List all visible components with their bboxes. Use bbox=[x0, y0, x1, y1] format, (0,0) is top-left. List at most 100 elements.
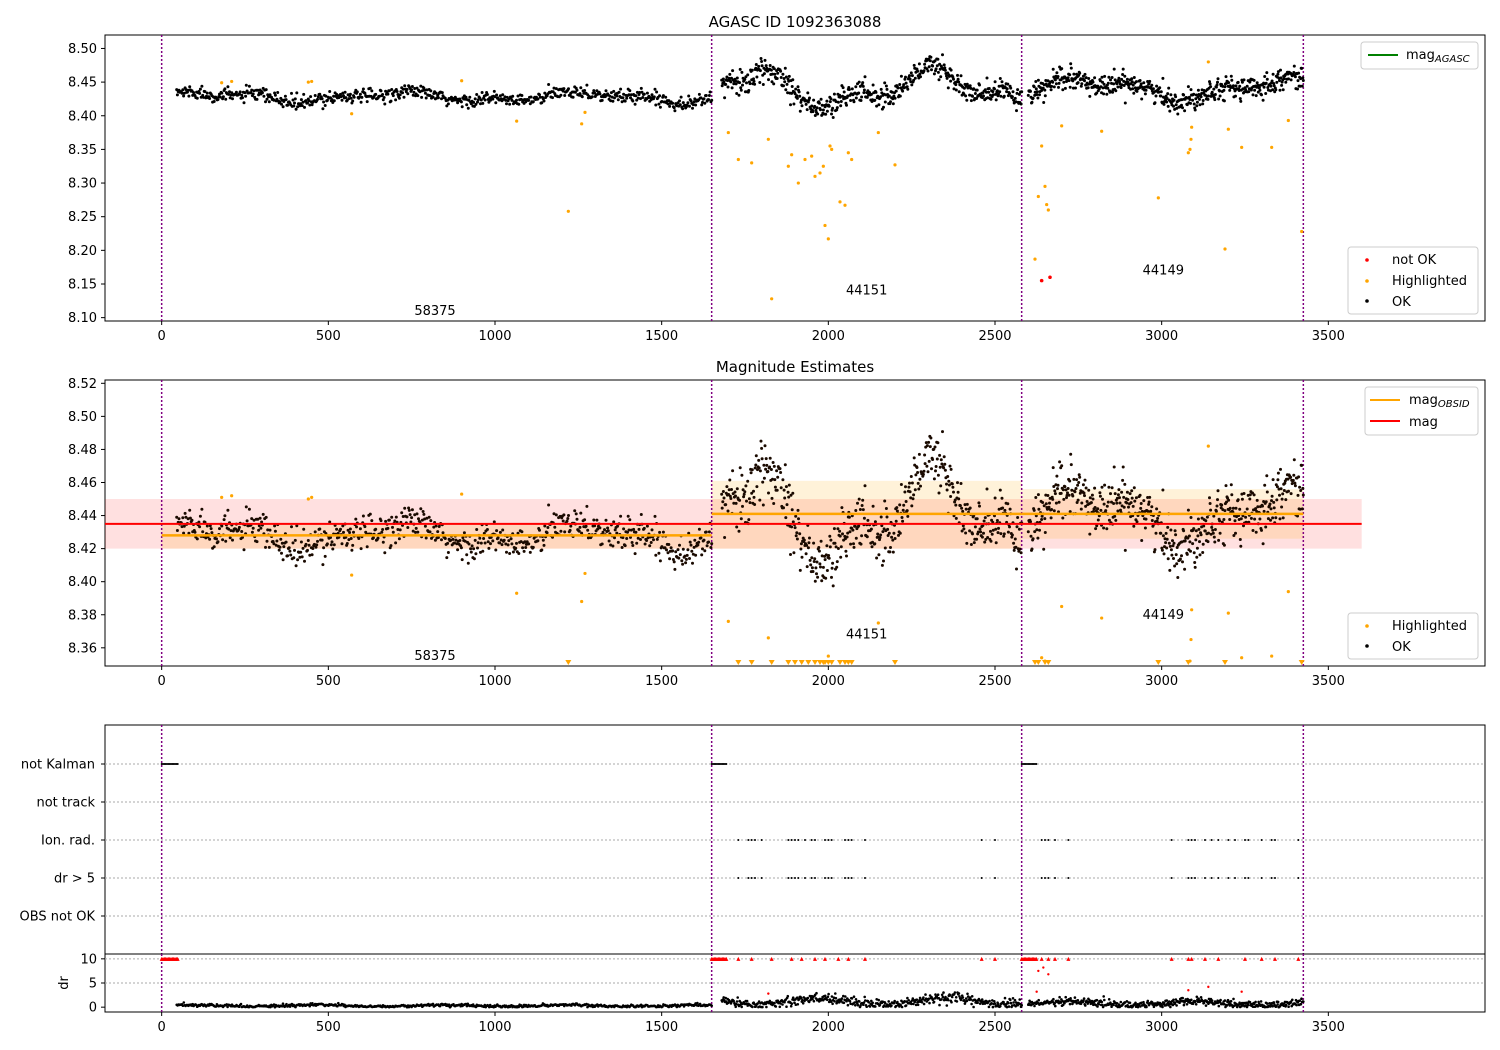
ok-point bbox=[184, 515, 188, 519]
ok-point bbox=[312, 542, 316, 546]
ok-point bbox=[1056, 487, 1059, 491]
ok-point bbox=[969, 99, 973, 103]
ok-point bbox=[1076, 81, 1080, 85]
ok-point bbox=[1301, 486, 1305, 490]
ok-point bbox=[583, 518, 587, 522]
ok-point bbox=[1162, 102, 1166, 106]
ok-point bbox=[1037, 507, 1041, 511]
ok-point bbox=[520, 530, 524, 534]
ok-point bbox=[475, 93, 479, 96]
ok-point bbox=[657, 102, 661, 106]
ok-point bbox=[1144, 88, 1148, 92]
ok-point bbox=[1035, 93, 1039, 97]
highlighted-point bbox=[460, 79, 464, 83]
ok-point bbox=[968, 506, 972, 510]
ok-point bbox=[923, 62, 927, 66]
legend-highlighted-label: Highlighted bbox=[1392, 619, 1467, 634]
ok-point bbox=[1096, 507, 1100, 511]
ok-point bbox=[645, 524, 649, 528]
ok-point bbox=[758, 81, 762, 84]
ok-point bbox=[821, 565, 825, 569]
ok-point bbox=[466, 106, 470, 110]
ok-point bbox=[1115, 501, 1119, 505]
ok-point bbox=[485, 528, 489, 531]
ok-point bbox=[1147, 500, 1151, 504]
ok-point bbox=[942, 455, 946, 459]
ok-point bbox=[620, 100, 624, 104]
ok-point bbox=[412, 90, 416, 94]
ok-point bbox=[1165, 97, 1169, 100]
ok-point bbox=[1238, 97, 1242, 101]
ok-point bbox=[758, 469, 762, 473]
ok-point bbox=[1161, 488, 1165, 492]
dr-gt-5-point bbox=[790, 877, 793, 879]
highlighted-point bbox=[1240, 656, 1244, 660]
ok-point bbox=[639, 97, 642, 101]
ok-point bbox=[428, 94, 432, 97]
ok-point bbox=[782, 84, 785, 88]
magnitude-y-axis: 8.368.388.408.428.448.468.488.508.52 bbox=[68, 377, 105, 656]
ok-point bbox=[678, 103, 682, 107]
ok-point bbox=[759, 439, 763, 443]
dr-point bbox=[842, 1001, 846, 1005]
ok-point bbox=[699, 536, 703, 540]
highlighted-point bbox=[1190, 125, 1194, 129]
ok-point bbox=[875, 556, 879, 560]
ok-point bbox=[1151, 87, 1155, 91]
ok-point bbox=[282, 545, 286, 549]
ok-point bbox=[1169, 528, 1173, 532]
dr-point bbox=[945, 1004, 949, 1007]
ok-point bbox=[1189, 516, 1193, 519]
ion-rad-point bbox=[847, 839, 850, 841]
ok-point bbox=[578, 92, 582, 96]
ok-point bbox=[1194, 97, 1198, 101]
ok-point bbox=[1255, 498, 1259, 502]
ok-point bbox=[707, 94, 711, 97]
dr-point bbox=[765, 1005, 768, 1009]
ok-point bbox=[436, 93, 440, 97]
highlighted-point bbox=[736, 157, 740, 162]
x-tick-label: 1500 bbox=[645, 329, 678, 344]
ok-point bbox=[1278, 88, 1282, 92]
ok-point bbox=[851, 528, 855, 532]
dr-gt-5-point bbox=[1270, 877, 1273, 879]
ok-point bbox=[857, 497, 861, 501]
ok-point bbox=[1148, 495, 1152, 499]
ok-point bbox=[220, 524, 224, 528]
ok-point bbox=[1254, 94, 1258, 98]
ok-point bbox=[632, 527, 636, 531]
ok-point bbox=[303, 105, 306, 109]
ok-point bbox=[1236, 80, 1240, 84]
ok-point bbox=[1208, 502, 1212, 505]
ok-point bbox=[244, 94, 248, 98]
ok-point bbox=[824, 576, 828, 580]
ok-point bbox=[810, 104, 814, 108]
dr-point bbox=[827, 992, 830, 996]
ok-point bbox=[909, 475, 913, 478]
ok-point bbox=[1043, 88, 1047, 92]
ok-point bbox=[1102, 502, 1106, 506]
ok-point bbox=[540, 548, 544, 552]
ok-point bbox=[469, 547, 473, 551]
ok-point bbox=[732, 82, 736, 86]
ok-point bbox=[251, 92, 255, 96]
ok-point bbox=[796, 508, 800, 512]
ok-point bbox=[258, 516, 262, 520]
ok-point bbox=[917, 452, 921, 456]
ok-point bbox=[1257, 86, 1261, 90]
ok-point bbox=[1238, 84, 1242, 88]
highlighted-point bbox=[770, 297, 774, 301]
ok-point bbox=[1227, 498, 1231, 502]
ok-point bbox=[275, 539, 279, 543]
ok-point bbox=[773, 72, 777, 76]
ok-point bbox=[904, 81, 908, 85]
ok-point bbox=[398, 528, 402, 532]
ok-point bbox=[931, 64, 935, 68]
ok-point bbox=[962, 527, 966, 531]
ok-point bbox=[1252, 493, 1256, 497]
ok-point bbox=[1264, 81, 1268, 85]
ok-point bbox=[1176, 112, 1180, 116]
ok-point bbox=[308, 553, 312, 557]
ok-point bbox=[755, 75, 759, 79]
ok-point bbox=[1034, 87, 1038, 91]
